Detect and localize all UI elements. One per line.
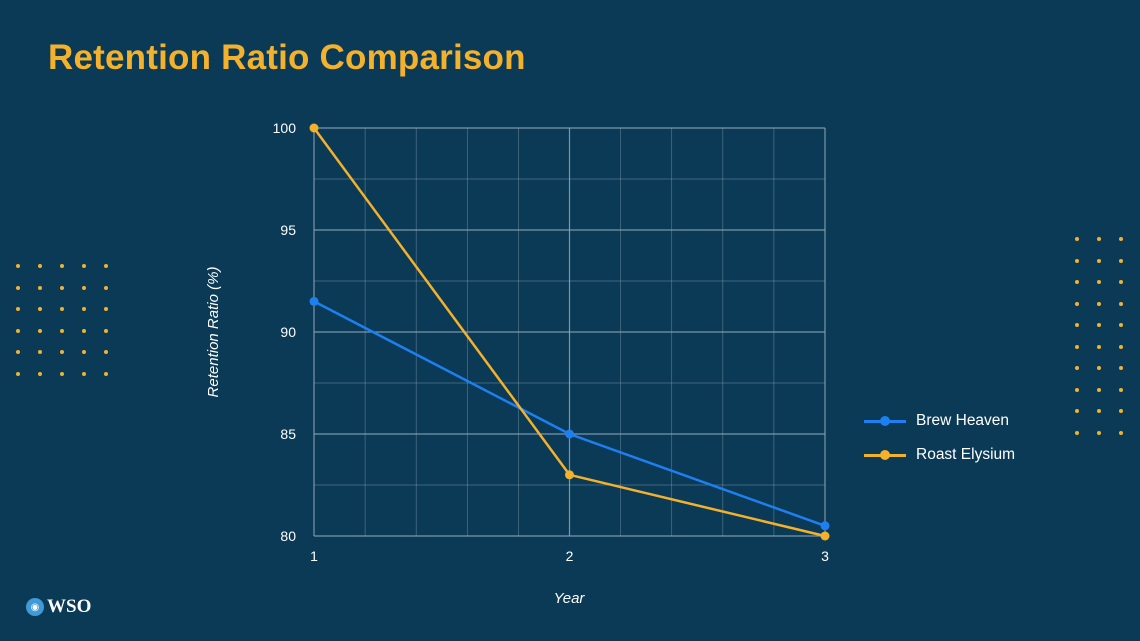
x-axis-ticks: 1 2 3 — [310, 548, 829, 564]
decorative-dots-left — [16, 264, 108, 376]
decorative-dot — [1119, 258, 1123, 263]
decorative-dot — [38, 371, 42, 376]
globe-icon: ◉ — [26, 598, 44, 616]
decorative-dot — [1119, 409, 1123, 413]
x-axis-label: Year — [554, 590, 586, 607]
decorative-dot — [104, 264, 108, 268]
decorative-dot — [1097, 366, 1101, 370]
y-tick-label: 100 — [273, 120, 297, 136]
decorative-dots-right — [1075, 237, 1123, 435]
wso-logo: ◉ WSO — [26, 596, 91, 618]
decorative-dot — [82, 285, 86, 290]
decorative-dot — [16, 264, 20, 268]
chart-grid — [313, 127, 826, 537]
decorative-dot — [60, 285, 64, 290]
y-tick-label: 95 — [280, 222, 296, 238]
legend-label: Roast Elysium — [916, 446, 1016, 463]
decorative-dot — [1119, 301, 1123, 306]
chart-legend: Brew Heaven Roast Elysium — [864, 404, 1015, 472]
decorative-dot — [1119, 280, 1123, 284]
decorative-dot — [60, 307, 64, 311]
decorative-dot — [82, 264, 86, 268]
decorative-dot — [1097, 237, 1101, 241]
decorative-dot — [104, 285, 108, 290]
decorative-dot — [60, 264, 64, 268]
decorative-dot — [1075, 387, 1079, 392]
data-point — [820, 531, 830, 541]
decorative-dot — [16, 350, 20, 354]
decorative-dot — [38, 285, 42, 290]
decorative-dot — [1075, 301, 1079, 306]
chart-series — [309, 123, 830, 541]
decorative-dot — [38, 307, 42, 311]
decorative-dot — [1075, 237, 1079, 241]
decorative-dot — [1119, 323, 1123, 327]
logo-text: WSO — [47, 596, 92, 617]
decorative-dot — [1119, 237, 1123, 241]
decorative-dot — [1075, 366, 1079, 370]
decorative-dot — [82, 371, 86, 376]
data-point — [565, 470, 574, 480]
decorative-dot — [1119, 344, 1123, 349]
decorative-dot — [1075, 280, 1079, 284]
decorative-dot — [1075, 344, 1079, 349]
decorative-dot — [104, 350, 108, 354]
decorative-dot — [16, 285, 20, 290]
legend-marker — [880, 416, 890, 426]
decorative-dot — [60, 371, 64, 376]
decorative-dot — [38, 328, 42, 333]
legend-item-brew-heaven: Brew Heaven — [864, 404, 1015, 438]
decorative-dot — [1097, 409, 1101, 413]
decorative-dot — [1075, 323, 1079, 327]
x-tick-label: 2 — [566, 548, 574, 564]
decorative-dot — [38, 350, 42, 354]
legend-item-roast-elysium: Roast Elysium — [864, 438, 1015, 472]
y-axis-ticks: 80 85 90 95 100 — [273, 120, 297, 544]
decorative-dot — [1075, 430, 1079, 435]
y-tick-label: 90 — [280, 324, 296, 340]
legend-label: Brew Heaven — [916, 412, 1010, 429]
decorative-dot — [60, 328, 64, 333]
y-tick-label: 80 — [280, 528, 296, 544]
y-tick-label: 85 — [280, 426, 296, 442]
decorative-dot — [1075, 258, 1079, 263]
page-title: Retention Ratio Comparison — [48, 38, 526, 77]
y-axis-label: Retention Ratio (%) — [205, 267, 222, 398]
decorative-dot — [1119, 387, 1123, 392]
decorative-dot — [1119, 430, 1123, 435]
decorative-dot — [1075, 409, 1079, 413]
decorative-dot — [1097, 258, 1101, 263]
decorative-dot — [16, 328, 20, 333]
decorative-dot — [82, 307, 86, 311]
decorative-dot — [82, 350, 86, 354]
decorative-dot — [1097, 387, 1101, 392]
decorative-dot — [1097, 301, 1101, 306]
legend-swatch-roast-elysium — [864, 449, 906, 461]
data-point — [565, 429, 574, 439]
decorative-dot — [1119, 366, 1123, 370]
legend-swatch-brew-heaven — [864, 415, 906, 427]
decorative-dot — [82, 328, 86, 333]
decorative-dot — [1097, 344, 1101, 349]
legend-marker — [880, 450, 890, 460]
decorative-dot — [60, 350, 64, 354]
decorative-dot — [1097, 323, 1101, 327]
data-point — [309, 123, 319, 133]
decorative-dot — [104, 371, 108, 376]
decorative-dot — [16, 371, 20, 376]
decorative-dot — [1097, 430, 1101, 435]
data-point — [309, 296, 319, 306]
decorative-dot — [38, 264, 42, 268]
data-point — [820, 521, 830, 531]
x-tick-label: 1 — [310, 548, 318, 564]
decorative-dot — [16, 307, 20, 311]
decorative-dot — [104, 328, 108, 333]
decorative-dot — [1097, 280, 1101, 284]
x-tick-label: 3 — [821, 548, 829, 564]
decorative-dot — [104, 307, 108, 311]
